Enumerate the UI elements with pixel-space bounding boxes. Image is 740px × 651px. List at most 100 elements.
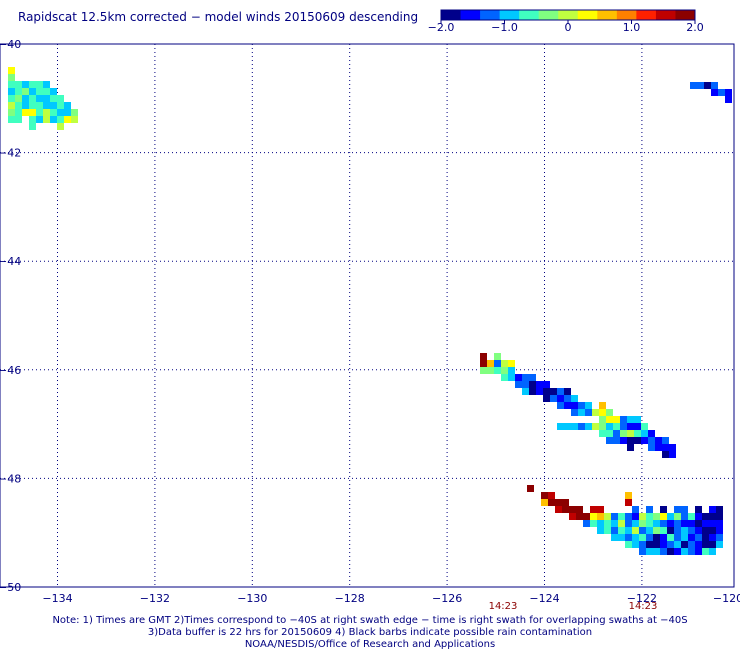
wind-cell xyxy=(653,541,660,548)
wind-cell xyxy=(709,527,716,534)
longitude-label: −120 xyxy=(713,592,740,605)
wind-cell xyxy=(697,82,704,89)
wind-cell xyxy=(611,513,618,520)
wind-cell xyxy=(8,67,15,74)
wind-cell xyxy=(709,548,716,555)
wind-cell xyxy=(709,520,716,527)
note-line-2: 3)Data buffer is 22 hrs for 20150609 4) … xyxy=(147,627,593,638)
wind-cell xyxy=(625,534,632,541)
wind-cell xyxy=(655,437,662,444)
wind-cell xyxy=(597,520,604,527)
wind-cell xyxy=(648,437,655,444)
wind-cell xyxy=(632,534,639,541)
wind-cell xyxy=(494,360,501,367)
wind-cell xyxy=(557,423,564,430)
wind-cell xyxy=(22,95,29,102)
wind-cell xyxy=(597,506,604,513)
wind-cell xyxy=(564,388,571,395)
wind-cell xyxy=(625,499,632,506)
wind-cell xyxy=(599,409,606,416)
wind-cell xyxy=(653,520,660,527)
wind-cell xyxy=(494,367,501,374)
wind-cell xyxy=(22,88,29,95)
colorbar-swatch xyxy=(655,10,676,20)
wind-cell xyxy=(548,499,555,506)
wind-cell xyxy=(29,81,36,88)
wind-cell xyxy=(681,513,688,520)
wind-cell xyxy=(557,395,564,402)
wind-cell xyxy=(716,527,723,534)
wind-cell xyxy=(522,388,529,395)
wind-cell xyxy=(29,88,36,95)
wind-cell xyxy=(618,513,625,520)
wind-cell xyxy=(29,109,36,116)
wind-cell xyxy=(634,416,641,423)
colorbar: −2.0 −1.0 0 1.0 2.0 xyxy=(428,9,704,34)
colorbar-swatch xyxy=(577,10,598,20)
wind-cell xyxy=(674,534,681,541)
wind-cell xyxy=(50,102,57,109)
wind-cell xyxy=(543,381,550,388)
wind-cell xyxy=(543,395,550,402)
wind-cell xyxy=(611,527,618,534)
wind-cell xyxy=(583,513,590,520)
wind-cell xyxy=(716,534,723,541)
wind-cell xyxy=(501,374,508,381)
wind-cell xyxy=(590,506,597,513)
wind-cell xyxy=(662,451,669,458)
wind-cell xyxy=(625,520,632,527)
wind-cell xyxy=(541,499,548,506)
wind-cell xyxy=(625,492,632,499)
wind-cell xyxy=(725,96,732,103)
wind-cell xyxy=(613,430,620,437)
wind-cell xyxy=(480,360,487,367)
wind-cell xyxy=(15,109,22,116)
wind-cell xyxy=(599,416,606,423)
wind-cell xyxy=(695,541,702,548)
wind-cell xyxy=(501,367,508,374)
wind-cell xyxy=(646,520,653,527)
wind-cell xyxy=(57,116,64,123)
wind-cell xyxy=(508,367,515,374)
wind-cell xyxy=(625,541,632,548)
wind-cells xyxy=(8,67,732,555)
wind-cell xyxy=(667,513,674,520)
wind-cell xyxy=(592,409,599,416)
wind-cell xyxy=(71,116,78,123)
wind-cell xyxy=(578,409,585,416)
wind-cell xyxy=(50,109,57,116)
wind-cell xyxy=(550,388,557,395)
wind-cell xyxy=(15,95,22,102)
latitude-label: −46 xyxy=(0,364,21,377)
wind-cell xyxy=(634,423,641,430)
wind-cell xyxy=(71,109,78,116)
wind-cell xyxy=(571,402,578,409)
wind-cell xyxy=(571,395,578,402)
wind-cell xyxy=(8,102,15,109)
swath-time-label: 14:23 xyxy=(629,601,658,612)
wind-cell xyxy=(662,444,669,451)
wind-cell xyxy=(632,506,639,513)
wind-cell xyxy=(36,102,43,109)
wind-cell xyxy=(569,506,576,513)
wind-cell xyxy=(681,541,688,548)
wind-cell xyxy=(50,116,57,123)
wind-cell xyxy=(543,388,550,395)
wind-cell xyxy=(667,520,674,527)
wind-cell xyxy=(695,520,702,527)
wind-cell xyxy=(648,430,655,437)
longitude-label: −124 xyxy=(529,592,559,605)
wind-cell xyxy=(660,506,667,513)
wind-cell xyxy=(625,513,632,520)
wind-cell xyxy=(690,82,697,89)
wind-cell xyxy=(634,430,641,437)
wind-cell xyxy=(487,360,494,367)
wind-cell xyxy=(604,527,611,534)
wind-cell xyxy=(711,82,718,89)
wind-cell xyxy=(674,520,681,527)
wind-cell xyxy=(627,437,634,444)
wind-cell xyxy=(681,548,688,555)
wind-cell xyxy=(716,506,723,513)
wind-cell xyxy=(688,534,695,541)
wind-cell xyxy=(620,416,627,423)
